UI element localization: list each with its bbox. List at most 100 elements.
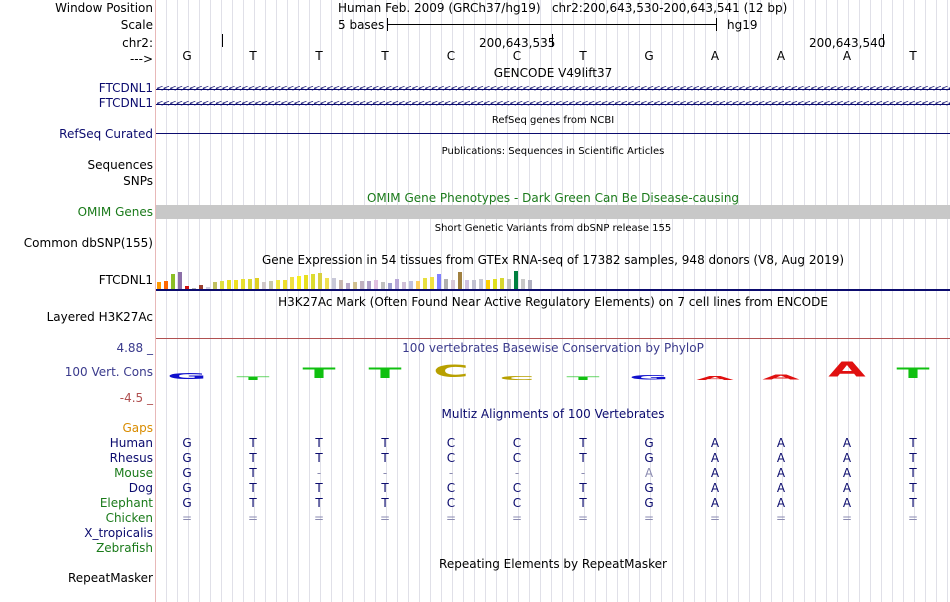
- gtex-tissue-bar[interactable]: [164, 281, 168, 289]
- species-label[interactable]: Mouse: [114, 466, 153, 480]
- alignment-base: A: [776, 451, 786, 465]
- alignment-base: A: [776, 466, 786, 480]
- gtex-tissue-bar[interactable]: [157, 282, 161, 289]
- phylop-base-letter: T: [896, 365, 930, 382]
- scale-bar: [387, 18, 717, 32]
- species-label[interactable]: X_tropicalis: [84, 526, 153, 540]
- gtex-tissue-bar[interactable]: [493, 279, 497, 289]
- gtex-tissue-bar[interactable]: [318, 273, 322, 289]
- gtex-tissue-bar[interactable]: [199, 285, 203, 289]
- gtex-tissue-bar[interactable]: [374, 280, 378, 289]
- gtex-tissue-bar[interactable]: [297, 276, 301, 289]
- gtex-tissue-bar[interactable]: [409, 281, 413, 289]
- sequence-base: T: [381, 49, 389, 63]
- gtex-tissue-bar[interactable]: [241, 279, 245, 289]
- gtex-tissue-bar[interactable]: [290, 277, 294, 289]
- alignment-base: A: [710, 451, 720, 465]
- gtex-tissue-bar[interactable]: [472, 280, 476, 289]
- gtex-tissue-bar[interactable]: [444, 279, 448, 289]
- species-label[interactable]: Dog: [128, 481, 153, 495]
- gtex-tissue-bar[interactable]: [213, 282, 217, 289]
- gtex-tissue-bar[interactable]: [283, 280, 287, 289]
- species-label[interactable]: Rhesus: [109, 451, 153, 465]
- gtex-tissue-bar[interactable]: [416, 281, 420, 289]
- alignment-base: T: [381, 451, 389, 465]
- gtex-tissue-bar[interactable]: [234, 280, 238, 289]
- publications-sequences-label[interactable]: Sequences: [87, 158, 153, 172]
- label-divider: [155, 0, 156, 602]
- gtex-tissue-bar[interactable]: [255, 278, 259, 289]
- gencode-transcript-1[interactable]: <<<<<<<<<<<<<<<<<<<<<<<<<<<<<<<<<<<<<<<<…: [156, 85, 950, 93]
- gtex-tissue-bar[interactable]: [304, 275, 308, 289]
- repeatmasker-label[interactable]: RepeatMasker: [67, 571, 153, 585]
- coord-tick: [883, 34, 884, 47]
- species-label[interactable]: Human: [109, 436, 153, 450]
- gtex-tissue-bar[interactable]: [332, 278, 336, 289]
- gtex-tissue-bar[interactable]: [437, 274, 441, 289]
- gtex-tissue-bar[interactable]: [367, 281, 371, 289]
- gtex-tissue-bar[interactable]: [185, 286, 189, 289]
- gtex-tissue-bar[interactable]: [227, 280, 231, 289]
- gtex-tissue-bar[interactable]: [430, 277, 434, 289]
- gtex-tissue-bar[interactable]: [346, 283, 350, 289]
- gtex-tissue-bar[interactable]: [360, 281, 364, 289]
- gencode-item-label[interactable]: FTCDNL1: [98, 81, 153, 95]
- gtex-tissue-bar[interactable]: [528, 280, 532, 289]
- gtex-gene-line: [156, 289, 950, 291]
- gtex-tissue-bar[interactable]: [325, 278, 329, 289]
- species-label[interactable]: Zebrafish: [96, 541, 153, 555]
- gtex-tissue-bar[interactable]: [262, 282, 266, 289]
- gencode-item-label[interactable]: FTCDNL1: [98, 96, 153, 110]
- gtex-tissue-bar[interactable]: [269, 281, 273, 289]
- alignment-base: -: [514, 466, 520, 480]
- dbsnp-label[interactable]: Common dbSNP(155): [23, 236, 153, 250]
- gtex-tissue-bar[interactable]: [311, 274, 315, 289]
- alignment-base: -: [316, 466, 322, 480]
- phylop-title: 100 vertebrates Basewise Conservation by…: [402, 341, 704, 355]
- gtex-tissue-bar[interactable]: [507, 279, 511, 289]
- gtex-tissue-bar[interactable]: [248, 279, 252, 289]
- phylop-max-label: 4.88 _: [116, 341, 153, 355]
- gtex-tissue-bar[interactable]: [423, 278, 427, 289]
- gtex-tissue-bar[interactable]: [388, 283, 392, 289]
- snps-label[interactable]: SNPs: [123, 174, 153, 188]
- h3k27ac-label[interactable]: Layered H3K27Ac: [46, 310, 153, 324]
- gtex-tissue-bar[interactable]: [171, 274, 175, 289]
- gtex-tissue-bar[interactable]: [353, 282, 357, 289]
- gtex-tissue-bar[interactable]: [178, 272, 182, 289]
- gtex-tissue-bar[interactable]: [220, 281, 224, 289]
- gtex-tissue-bar[interactable]: [458, 272, 462, 289]
- gtex-title: Gene Expression in 54 tissues from GTEx …: [261, 253, 845, 267]
- alignment-base: =: [775, 511, 787, 525]
- phylop-base-letter: A: [762, 373, 800, 382]
- alignment-base: C: [446, 496, 456, 510]
- gtex-tissue-bar[interactable]: [395, 279, 399, 289]
- phylop-base-letter: C: [499, 375, 535, 382]
- omim-label[interactable]: OMIM Genes: [77, 205, 153, 219]
- gencode-transcript-2[interactable]: <<<<<<<<<<<<<<<<<<<<<<<<<<<<<<<<<<<<<<<<…: [156, 100, 950, 108]
- gtex-tissue-bar[interactable]: [451, 280, 455, 289]
- refseq-label[interactable]: RefSeq Curated: [59, 127, 153, 141]
- gtex-tissue-bar[interactable]: [276, 280, 280, 289]
- alignment-base: G: [182, 481, 192, 495]
- gtex-tissue-bar[interactable]: [479, 279, 483, 289]
- gtex-tissue-bar[interactable]: [206, 287, 210, 289]
- omim-gene-bar[interactable]: [156, 205, 950, 219]
- gtex-tissue-bar[interactable]: [486, 280, 490, 289]
- gtex-tissue-bar[interactable]: [465, 280, 469, 289]
- alignment-base: =: [907, 511, 919, 525]
- species-label[interactable]: Chicken: [105, 511, 153, 525]
- refseq-gene-line[interactable]: [156, 133, 950, 134]
- gtex-tissue-bar[interactable]: [514, 271, 518, 289]
- phylop-label[interactable]: 100 Vert. Cons: [64, 365, 153, 379]
- gtex-gene-label[interactable]: FTCDNL1: [98, 273, 153, 287]
- gtex-tissue-bar[interactable]: [402, 282, 406, 289]
- gtex-tissue-bar[interactable]: [500, 278, 504, 289]
- window-position-value: Human Feb. 2009 (GRCh37/hg19) chr2:200,6…: [338, 1, 788, 15]
- species-label[interactable]: Elephant: [99, 496, 153, 510]
- gtex-tissue-bar[interactable]: [521, 279, 525, 289]
- gtex-tissue-bar[interactable]: [192, 288, 196, 289]
- gtex-tissue-bar[interactable]: [339, 280, 343, 289]
- scale-assembly: hg19: [727, 18, 758, 32]
- gtex-tissue-bar[interactable]: [381, 282, 385, 289]
